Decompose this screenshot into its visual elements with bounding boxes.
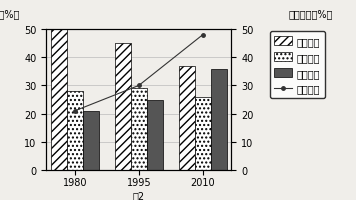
- Bar: [211, 69, 227, 170]
- Bar: [51, 30, 67, 170]
- Bar: [147, 100, 163, 170]
- Text: 城镇人口（%）: 城镇人口（%）: [289, 9, 333, 19]
- Text: 图2: 图2: [133, 190, 145, 200]
- Bar: [115, 44, 131, 170]
- Bar: [131, 89, 147, 170]
- Bar: [67, 92, 83, 170]
- Text: 就业人口（%）: 就业人口（%）: [0, 9, 20, 19]
- Bar: [179, 66, 195, 170]
- Bar: [195, 97, 211, 170]
- Legend: 第一产业, 第二产业, 第三产业, 城镇人口: 第一产业, 第二产业, 第三产业, 城镇人口: [269, 32, 325, 99]
- Bar: [83, 111, 99, 170]
